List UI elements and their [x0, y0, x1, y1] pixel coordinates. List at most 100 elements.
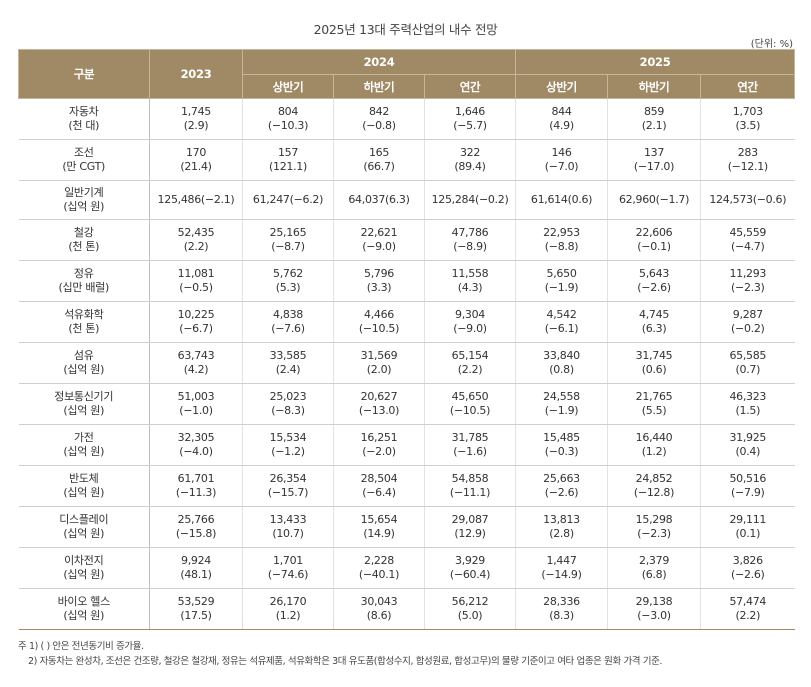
cell-growth-rate: (0.6)	[641, 363, 667, 376]
table-row: 석유화학 (천 톤) 10,225 (−6.7) 4,838 (−7.6) 4,466 (−1…	[18, 301, 795, 343]
footnote-1: 주 1) ( ) 안은 전년동기비 증가율.	[18, 641, 144, 652]
value-cell: 804 (−10.3)	[242, 98, 334, 140]
cell-growth-rate: (−8.9)	[453, 240, 487, 253]
value-cell: 11,081 (−0.5)	[149, 260, 243, 302]
cell-growth-rate: (−12.1)	[727, 160, 769, 173]
value-cell: 57,474 (2.2)	[700, 588, 795, 630]
row-label: 정보통신기기 (십억 원)	[18, 383, 150, 425]
value-cell: 844 (4.9)	[515, 98, 609, 140]
cell-value: 63,743	[177, 349, 215, 362]
cell-value: 125,284(−0.2)	[431, 193, 509, 206]
cell-value: 15,298	[635, 513, 673, 526]
cell-value: 1,703	[732, 105, 763, 118]
value-cell: 52,435 (2.2)	[149, 219, 243, 261]
cell-growth-rate: (−7.0)	[544, 160, 579, 173]
cell-value: 20,627	[360, 390, 398, 403]
row-name: 디스플레이	[59, 513, 109, 526]
row-label: 일반기계 (십억 원)	[18, 180, 150, 220]
cell-value: 4,745	[639, 308, 670, 321]
value-cell: 56,212 (5.0)	[424, 588, 517, 630]
cell-value: 65,154	[451, 349, 489, 362]
cell-value: 50,516	[729, 472, 767, 485]
value-cell: 24,558 (−1.9)	[515, 383, 609, 425]
value-cell: 29,138 (−3.0)	[607, 588, 702, 630]
value-cell: 46,323 (1.5)	[700, 383, 795, 425]
table-row: 가전 (십억 원) 32,305 (−4.0) 15,534 (−1.2) 16,251 (−…	[18, 424, 795, 466]
cell-growth-rate: (−10.5)	[358, 322, 400, 335]
header-2024-annual: 연간	[423, 74, 517, 99]
cell-value: 21,765	[635, 390, 673, 403]
cell-growth-rate: (−15.7)	[267, 486, 309, 499]
cell-growth-rate: (−7.9)	[731, 486, 765, 499]
cell-value: 804	[277, 105, 299, 118]
value-cell: 32,305 (−4.0)	[149, 424, 243, 466]
value-cell: 157 (121.1)	[242, 139, 334, 181]
cell-value: 10,225	[177, 308, 215, 321]
cell-value: 5,762	[273, 267, 303, 280]
row-label: 반도체 (십억 원)	[18, 465, 150, 507]
row-unit: (천 톤)	[68, 240, 100, 253]
cell-growth-rate: (6.3)	[641, 322, 667, 335]
cell-growth-rate: (−0.5)	[179, 281, 213, 294]
value-cell: 63,743 (4.2)	[149, 342, 243, 384]
cell-growth-rate: (−0.8)	[362, 119, 396, 132]
cell-growth-rate: (2.0)	[366, 363, 392, 376]
value-cell: 1,701 (−74.6)	[242, 547, 334, 589]
cell-growth-rate: (−2.6)	[544, 486, 579, 499]
row-name: 철강	[73, 226, 94, 239]
value-cell: 65,154 (2.2)	[424, 342, 517, 384]
value-cell: 28,504 (−6.4)	[333, 465, 425, 507]
table-row: 정보통신기기 (십억 원) 51,003 (−1.0) 25,023 (−8.3) 20,6…	[18, 383, 795, 425]
cell-growth-rate: (−2.3)	[637, 527, 671, 540]
cell-growth-rate: (1.2)	[275, 609, 301, 622]
cell-growth-rate: (−11.1)	[449, 486, 491, 499]
value-cell: 124,573(−0.6)	[700, 180, 795, 220]
value-cell: 1,447 (−14.9)	[515, 547, 609, 589]
header-2024: 2024	[241, 49, 517, 75]
cell-growth-rate: (3.3)	[366, 281, 392, 294]
cell-growth-rate: (−1.9)	[544, 281, 579, 294]
cell-growth-rate: (1.2)	[641, 445, 667, 458]
table-row: 정유 (십만 배럴) 11,081 (−0.5) 5,762 (5.3) 5,796 (3.3…	[18, 260, 795, 302]
cell-growth-rate: (−1.2)	[271, 445, 305, 458]
value-cell: 25,165 (−8.7)	[242, 219, 334, 261]
cell-value: 15,534	[269, 431, 307, 444]
cell-value: 25,663	[543, 472, 580, 485]
cell-value: 170	[185, 146, 207, 159]
cell-value: 45,650	[451, 390, 489, 403]
value-cell: 50,516 (−7.9)	[700, 465, 795, 507]
row-label: 섬유 (십억 원)	[18, 342, 150, 384]
cell-growth-rate: (8.6)	[366, 609, 392, 622]
value-cell: 15,485 (−0.3)	[515, 424, 609, 466]
cell-growth-rate: (10.7)	[272, 527, 304, 540]
header-2025-h2: 하반기	[607, 74, 702, 99]
cell-value: 4,838	[273, 308, 303, 321]
value-cell: 9,304 (−9.0)	[424, 301, 517, 343]
cell-value: 31,925	[729, 431, 767, 444]
header-2025-annual: 연간	[700, 74, 796, 99]
value-cell: 4,745 (6.3)	[607, 301, 702, 343]
value-cell: 146 (−7.0)	[515, 139, 609, 181]
cell-growth-rate: (−2.6)	[637, 281, 671, 294]
cell-value: 51,003	[177, 390, 215, 403]
cell-value: 3,929	[455, 554, 486, 567]
cell-value: 26,170	[269, 595, 307, 608]
row-name: 가전	[73, 431, 94, 444]
cell-value: 3,826	[732, 554, 763, 567]
value-cell: 25,766 (−15.8)	[149, 506, 243, 548]
row-label: 조선 (만 CGT)	[18, 139, 150, 181]
value-cell: 22,953 (−8.8)	[515, 219, 609, 261]
cell-growth-rate: (2.2)	[735, 609, 761, 622]
cell-growth-rate: (−12.8)	[633, 486, 675, 499]
cell-value: 46,323	[729, 390, 767, 403]
row-name: 정유	[73, 267, 94, 280]
cell-value: 29,087	[451, 513, 489, 526]
table-row: 섬유 (십억 원) 63,743 (4.2) 33,585 (2.4) 31,569 (2.0…	[18, 342, 795, 384]
cell-value: 25,023	[269, 390, 307, 403]
value-cell: 28,336 (8.3)	[515, 588, 609, 630]
value-cell: 29,111 (0.1)	[700, 506, 795, 548]
value-cell: 62,960(−1.7)	[607, 180, 702, 220]
cell-value: 11,293	[729, 267, 767, 280]
cell-value: 1,745	[181, 105, 211, 118]
value-cell: 31,569 (2.0)	[333, 342, 425, 384]
